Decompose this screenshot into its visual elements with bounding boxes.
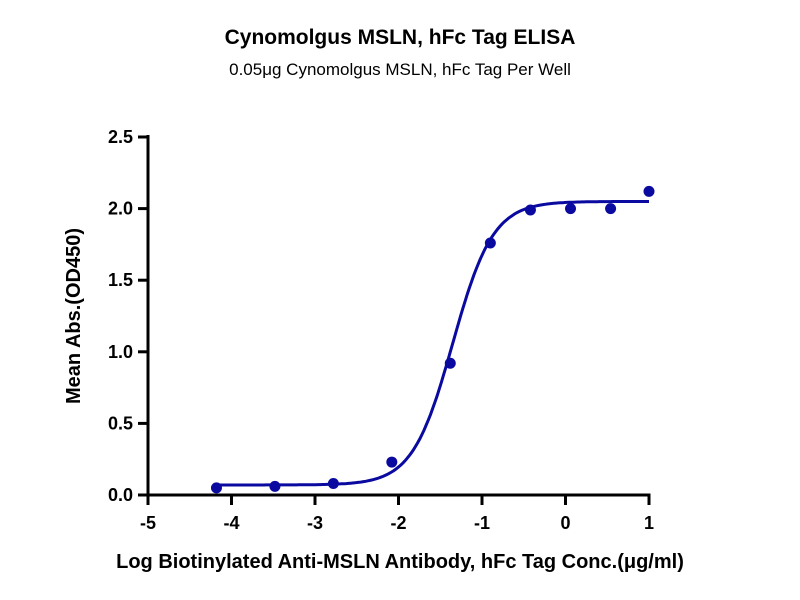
y-tick-label: 2.5 [108, 127, 133, 147]
chart-title: Cynomolgus MSLN, hFc Tag ELISA [224, 26, 576, 49]
y-tick-label: 0.0 [108, 485, 133, 505]
y-tick-label: 1.0 [108, 342, 133, 362]
data-point [605, 203, 617, 215]
data-point [327, 478, 339, 490]
x-tick-label: 0 [560, 513, 570, 533]
y-tick-label: 2.0 [108, 199, 133, 219]
x-tick-label: -4 [223, 513, 239, 533]
y-axis-label: Mean Abs.(OD450) [63, 228, 85, 404]
y-tick-label: 0.5 [108, 413, 133, 433]
data-point [565, 203, 577, 215]
y-tick-label: 1.5 [108, 270, 133, 290]
x-tick-label: -5 [140, 513, 156, 533]
x-tick-label: -1 [474, 513, 490, 533]
chart-subtitle: 0.05μg Cynomolgus MSLN, hFc Tag Per Well [229, 60, 571, 79]
x-axis-label: Log Biotinylated Anti-MSLN Antibody, hFc… [116, 551, 684, 573]
fit-curve [216, 200, 649, 487]
x-tick-label: -3 [307, 513, 323, 533]
data-point [524, 204, 536, 216]
data-point [444, 357, 456, 369]
x-tick-label: -2 [390, 513, 406, 533]
data-point [269, 480, 281, 492]
x-tick-label: 1 [644, 513, 654, 533]
data-point [386, 456, 398, 468]
data-point [210, 482, 222, 494]
data-point [643, 185, 655, 197]
data-point [484, 237, 496, 249]
